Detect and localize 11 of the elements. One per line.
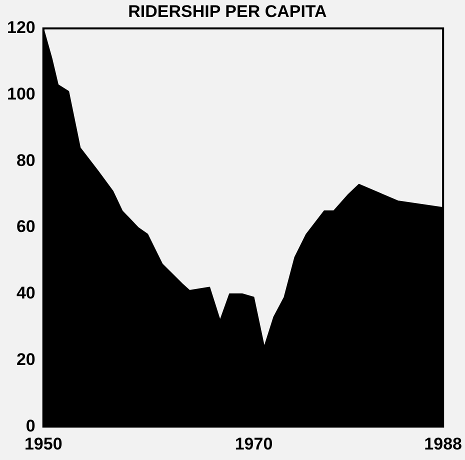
y-tick-label: 40 bbox=[16, 284, 36, 303]
x-tick-label: 1950 bbox=[24, 434, 62, 454]
y-tick-label: 20 bbox=[16, 350, 36, 369]
y-tick-label: 60 bbox=[16, 217, 36, 236]
y-tick-label: 120 bbox=[6, 18, 36, 38]
chart-title: RIDERSHIP PER CAPITA bbox=[128, 2, 327, 21]
y-tick-label: 0 bbox=[26, 416, 36, 436]
x-tick-label: 1970 bbox=[234, 434, 273, 454]
x-tick-label: 1988 bbox=[424, 434, 462, 454]
y-tick-label: 80 bbox=[16, 150, 36, 170]
y-tick-label: 100 bbox=[6, 84, 36, 104]
